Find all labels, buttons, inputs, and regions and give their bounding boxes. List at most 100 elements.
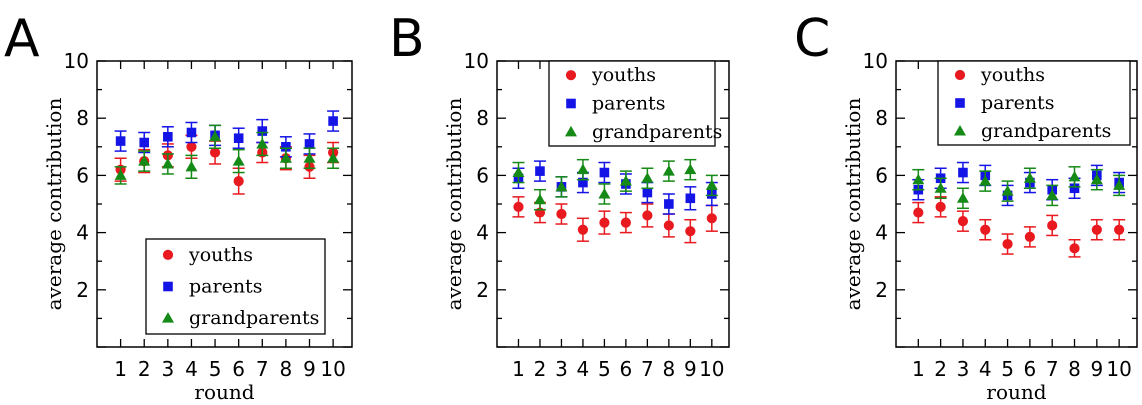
legend-label: parents — [592, 93, 665, 115]
data-point-grandparents — [512, 166, 525, 178]
data-point-youths — [663, 220, 674, 231]
data-point-grandparents — [1046, 189, 1059, 200]
legend-marker-youths — [162, 249, 174, 260]
legend-label: grandparents — [592, 121, 722, 143]
data-point-parents — [685, 193, 696, 204]
data-point-grandparents — [979, 175, 992, 186]
x-tick-label: 10 — [1106, 357, 1131, 381]
data-point-youths — [620, 217, 631, 228]
data-point-grandparents — [1001, 185, 1014, 196]
data-point-grandparents — [1113, 179, 1126, 190]
series-grandparents — [114, 124, 340, 185]
y-tick-label: 2 — [76, 278, 89, 302]
data-point-parents — [328, 116, 338, 126]
y-tick-label: 6 — [476, 163, 489, 187]
data-point-youths — [913, 207, 924, 218]
y-tick-label: 10 — [464, 49, 489, 73]
data-point-parents — [535, 166, 545, 176]
data-point-youths — [186, 141, 197, 152]
data-point-grandparents — [327, 152, 340, 163]
series-youths — [912, 196, 1126, 258]
legend-marker-grandparents — [565, 125, 577, 137]
legend-box — [548, 60, 716, 147]
x-tick-label: 9 — [1090, 357, 1103, 381]
legend-box — [145, 238, 326, 335]
legend-marker-parents — [955, 98, 965, 108]
y-axis-title: average contribution — [841, 98, 865, 311]
data-point-youths — [209, 147, 221, 158]
data-point-youths — [980, 224, 991, 235]
legend-box — [937, 60, 1131, 146]
legend-marker-grandparents — [162, 312, 174, 323]
data-point-grandparents — [576, 163, 589, 175]
data-point-grandparents — [209, 130, 222, 142]
data-point-grandparents — [934, 182, 947, 193]
data-point-parents — [115, 136, 126, 146]
x-tick-label: 2 — [534, 357, 547, 381]
y-tick-label: 8 — [875, 106, 888, 130]
data-point-youths — [957, 216, 969, 227]
x-tick-label: 4 — [979, 357, 992, 381]
data-point-parents — [599, 167, 610, 178]
x-tick-label: 8 — [662, 357, 675, 381]
x-tick-label: 7 — [641, 357, 654, 381]
data-point-youths — [1002, 238, 1013, 250]
legend-marker-parents — [566, 98, 576, 109]
data-point-grandparents — [705, 179, 718, 190]
data-point-grandparents — [279, 152, 292, 163]
legend-marker-youths — [954, 69, 966, 81]
x-tick-label: 3 — [161, 357, 174, 381]
data-point-parents — [233, 133, 244, 144]
data-point-youths — [556, 208, 567, 220]
data-point-grandparents — [232, 155, 245, 166]
data-point-parents — [958, 167, 968, 178]
data-point-grandparents — [956, 192, 969, 203]
data-point-parents — [304, 139, 315, 149]
data-point-parents — [186, 127, 197, 138]
series-grandparents — [912, 166, 1126, 210]
data-point-grandparents — [619, 175, 632, 186]
legend-marker-parents — [163, 281, 173, 292]
y-tick-label: 10 — [863, 49, 888, 73]
y-tick-label: 4 — [875, 221, 888, 245]
legend-label: parents — [981, 92, 1054, 114]
data-point-parents — [139, 137, 150, 148]
x-tick-label: 6 — [620, 357, 633, 381]
data-point-parents — [642, 187, 653, 198]
data-point-youths — [642, 210, 653, 221]
x-axis-title: round — [194, 380, 254, 404]
x-tick-label: 1 — [512, 357, 525, 381]
y-tick-label: 8 — [76, 106, 89, 130]
legend-label: youths — [188, 244, 253, 266]
data-point-parents — [578, 177, 588, 188]
data-point-youths — [233, 176, 244, 187]
data-point-grandparents — [533, 193, 546, 205]
data-point-youths — [1024, 231, 1035, 242]
legend-label: grandparents — [189, 307, 319, 329]
x-tick-label: 4 — [577, 357, 590, 381]
x-tick-label: 2 — [934, 357, 947, 381]
legend: youths parents grandparents — [145, 238, 326, 335]
legend: youths parents grandparents — [937, 60, 1131, 146]
x-tick-label: 9 — [684, 357, 697, 381]
legend: youths parents grandparents — [548, 60, 722, 147]
x-tick-label: 9 — [303, 357, 316, 381]
x-tick-label: 2 — [138, 357, 151, 381]
x-tick-label: 8 — [1068, 357, 1081, 381]
data-point-grandparents — [684, 163, 697, 175]
x-tick-label: 1 — [114, 357, 127, 381]
x-tick-label: 10 — [320, 357, 345, 381]
x-tick-label: 8 — [280, 357, 293, 381]
x-tick-label: 6 — [232, 357, 245, 381]
legend-marker-youths — [565, 70, 577, 81]
y-tick-label: 2 — [875, 278, 888, 302]
data-point-parents — [1069, 183, 1080, 194]
data-point-grandparents — [1090, 173, 1103, 185]
data-point-grandparents — [256, 137, 269, 149]
legend-label: parents — [189, 276, 262, 298]
x-tick-label: 10 — [699, 357, 724, 381]
data-point-parents — [664, 199, 674, 209]
